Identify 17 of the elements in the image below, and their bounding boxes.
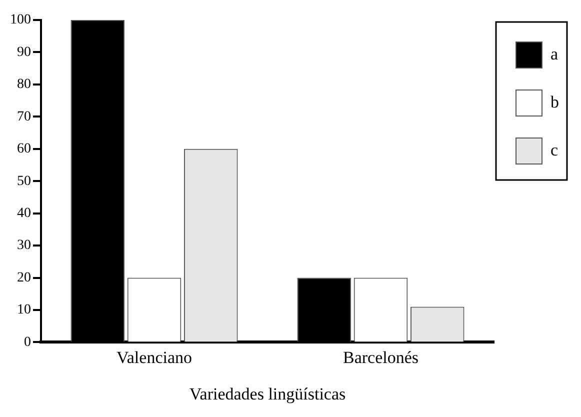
x-tick-label: Valenciano	[116, 348, 192, 367]
y-tick-label: 50	[17, 174, 31, 189]
y-tick-label: 40	[17, 206, 31, 221]
y-tick-label: 100	[10, 12, 31, 28]
y-tick-label: 90	[17, 44, 31, 60]
text: b	[550, 92, 559, 112]
y-tick-label: 70	[17, 109, 31, 124]
y-tick-label: 80	[17, 77, 31, 92]
x-tick-label: Barcelonés	[342, 348, 419, 367]
legend-label: c	[550, 140, 558, 160]
y-tick-label: 20	[17, 270, 31, 286]
y-tick-label: 0	[24, 334, 31, 350]
y-tick-label: 60	[17, 142, 31, 157]
y-tick-label: 30	[17, 238, 31, 254]
x-axis-title: Variedades lingüísticas	[189, 384, 346, 404]
y-tick-label: 10	[17, 302, 31, 318]
legend-label: a	[550, 44, 558, 64]
